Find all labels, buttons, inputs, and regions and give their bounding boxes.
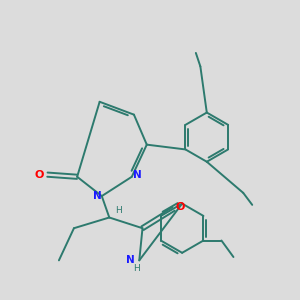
Text: H: H	[134, 264, 140, 273]
Text: H: H	[116, 206, 122, 215]
Text: N: N	[133, 170, 142, 180]
Text: N: N	[93, 191, 102, 201]
Text: O: O	[35, 169, 44, 180]
Text: N: N	[126, 255, 135, 266]
Text: O: O	[176, 202, 185, 212]
